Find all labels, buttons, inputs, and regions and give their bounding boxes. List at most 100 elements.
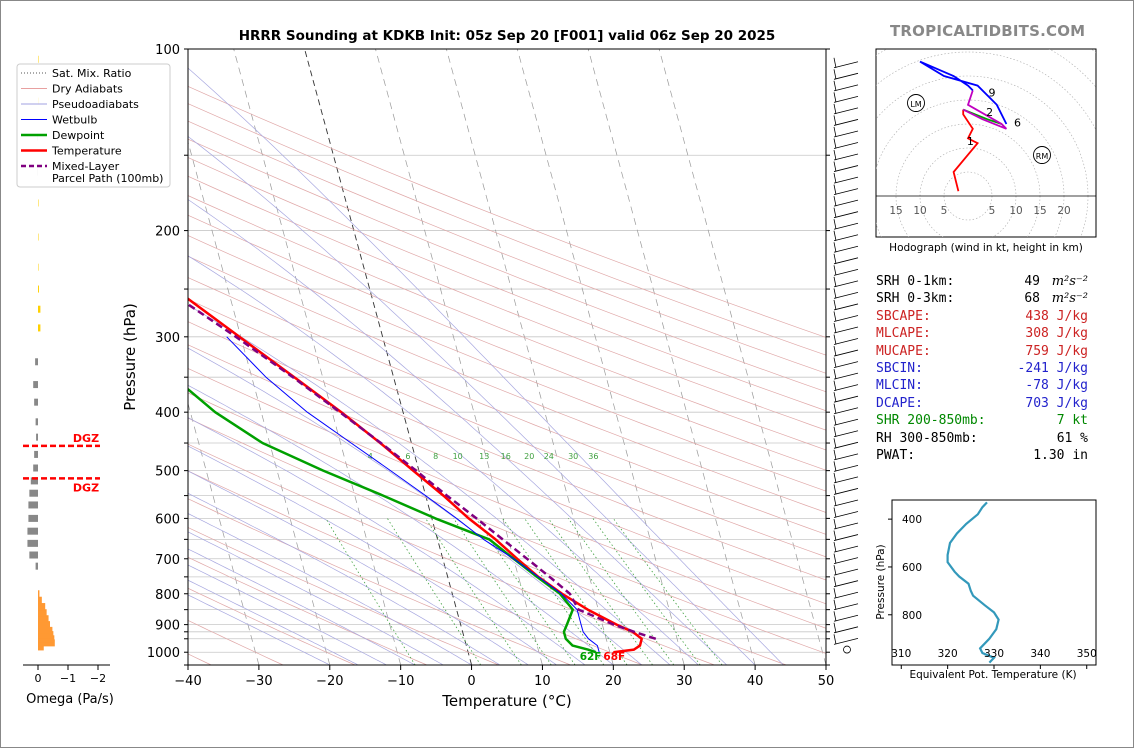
wind-barb <box>833 230 859 242</box>
legend-label: Dry Adiabats <box>52 83 123 96</box>
isotherm-line <box>446 49 614 665</box>
hodograph-caption: Hodograph (wind in kt, height in km) <box>889 242 1083 254</box>
wind-barb <box>833 449 859 461</box>
index-value: 308 J/kg <box>1025 326 1088 342</box>
omega-bar <box>28 501 38 509</box>
wind-barb <box>833 472 859 484</box>
index-value: -78 J/kg <box>1025 378 1088 394</box>
index-value: 759 J/kg <box>1025 343 1088 359</box>
mixing-ratio-label: 36 <box>588 452 598 461</box>
x-tick-label: −40 <box>174 674 201 689</box>
y-axis-label: Pressure (hPa) <box>121 303 139 411</box>
dry-adiabat <box>188 103 826 356</box>
theta-e-x-axis-label: Equivalent Pot. Temperature (K) <box>909 669 1076 681</box>
index-value: 703 J/kg <box>1025 395 1088 411</box>
wind-barb <box>833 438 859 449</box>
index-label: MLCAPE: <box>876 326 931 342</box>
index-value: 49 <box>1024 274 1040 289</box>
dry-adiabat <box>188 214 826 471</box>
index-label: RH 300-850mb: <box>876 430 978 446</box>
index-row: SBCAPE: 438 J/kg <box>876 309 1088 325</box>
theta-e-x-tick-label: 350 <box>1077 648 1097 660</box>
omega-bar <box>34 398 38 406</box>
theta-e-x-tick-label: 340 <box>1030 648 1050 660</box>
dry-adiabat <box>188 556 428 665</box>
wind-barb <box>833 334 859 345</box>
x-tick-label: 10 <box>534 674 551 689</box>
wind-barb <box>833 392 859 403</box>
wind-barb <box>833 115 859 126</box>
wind-barbs <box>833 57 859 654</box>
dgz-label: DGZ <box>73 481 99 494</box>
mixing-ratio-line <box>425 518 522 665</box>
hodograph-height-label: 1 <box>967 135 974 148</box>
wind-barb <box>833 80 859 92</box>
index-label: SRH 0-3km: <box>876 291 955 307</box>
dry-adiabat <box>188 175 826 431</box>
moist-adiabat <box>188 492 501 665</box>
right-mover-label: RM <box>1036 152 1049 161</box>
index-label: DCAPE: <box>876 395 923 411</box>
wind-barb <box>833 380 859 392</box>
dgz-label: DGZ <box>73 432 99 445</box>
wind-barb <box>833 288 859 299</box>
skewt-axes: −40 −30 −20 −10 0 10 20 30 40 50 100 200 300 400 500 60… <box>121 43 834 710</box>
dry-adiabat <box>188 498 571 665</box>
wind-barb <box>833 565 859 576</box>
index-label: SHR 200-850mb: <box>876 413 986 429</box>
wind-barb <box>833 507 859 518</box>
legend-box <box>16 63 171 188</box>
x-tick-label: 0 <box>467 674 475 689</box>
wind-barb <box>833 173 859 184</box>
dry-adiabat <box>188 587 356 665</box>
theta-e-profile <box>946 501 1000 664</box>
x-tick-label: 40 <box>747 674 764 689</box>
dry-adiabat <box>188 470 643 665</box>
index-unit: m²s⁻² <box>1051 274 1088 289</box>
moist-adiabat <box>188 594 330 665</box>
wind-barb <box>833 345 859 357</box>
wind-barb <box>833 357 859 368</box>
dry-adiabat <box>188 344 826 605</box>
mixing-ratio-label: 24 <box>544 452 554 461</box>
omega-bar <box>38 635 55 643</box>
hodograph-ring-label: 15 <box>889 205 902 217</box>
x-tick-label: −30 <box>245 674 272 689</box>
theta-e-y-tick-label: 800 <box>902 610 922 622</box>
y-tick-label: 400 <box>155 406 180 421</box>
dry-adiabat <box>188 368 826 629</box>
moist-adiabat <box>188 564 387 665</box>
mixing-ratio-line <box>325 518 416 665</box>
omega-bar <box>38 609 47 617</box>
index-row: MLCAPE: 308 J/kg <box>876 326 1088 342</box>
moist-adiabat <box>188 67 784 665</box>
omega-bar <box>38 631 54 639</box>
omega-bar <box>38 596 42 604</box>
omega-bar <box>36 433 38 441</box>
omega-bar <box>27 539 38 547</box>
index-value: 7 kt <box>1056 413 1088 429</box>
omega-bar <box>33 464 38 472</box>
skewt-plot-frame <box>187 48 827 666</box>
moist-adiabat <box>188 347 642 665</box>
isotherm-line <box>304 49 473 665</box>
legend-label: Mixed-Layer <box>52 160 120 173</box>
index-label: SRH 0-1km: <box>876 274 955 289</box>
mixing-ratio-line <box>592 518 701 665</box>
moist-adiabat <box>188 135 756 665</box>
moist-adiabat <box>188 255 699 665</box>
theta-e-y-tick-label: 400 <box>902 514 922 526</box>
dry-adiabat <box>188 195 826 451</box>
hodograph-ring-label: 15 <box>1033 205 1046 217</box>
legend-label: Dewpoint <box>52 129 105 142</box>
moist-adiabat <box>188 579 359 665</box>
wind-barb <box>833 69 859 80</box>
legend-label: Pseudoadiabats <box>52 98 139 111</box>
wind-barb <box>833 196 859 207</box>
wind-barb <box>833 138 859 149</box>
mixing-ratio-line <box>502 518 605 665</box>
mixing-ratio-line <box>475 518 576 665</box>
omega-tick-label: −1 <box>60 672 76 685</box>
y-tick-label: 500 <box>155 465 180 480</box>
x-tick-label: 20 <box>605 674 622 689</box>
